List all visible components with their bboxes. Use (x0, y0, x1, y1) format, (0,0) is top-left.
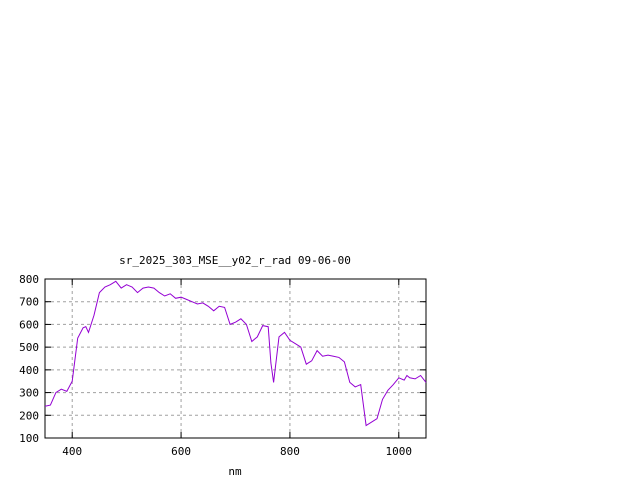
series-line (44, 280, 427, 427)
y-tick-label: 200 (19, 409, 39, 422)
y-tick-label: 400 (19, 364, 39, 377)
y-tick-label: 300 (19, 387, 39, 400)
grid (45, 279, 426, 438)
y-tick-label: 100 (19, 432, 39, 445)
ticks: 100 200 300 400 500 600 700 800 400 600 800 1000 (19, 273, 426, 458)
x-tick-label: 600 (171, 445, 191, 458)
y-tick-label: 800 (19, 273, 39, 286)
y-tick-label: 700 (19, 296, 39, 309)
y-tick-label: 600 (19, 318, 39, 331)
x-axis-label: nm (228, 465, 242, 478)
plot-border (44, 278, 427, 439)
x-tick-label: 1000 (386, 445, 413, 458)
y-tick-label: 500 (19, 341, 39, 354)
chart-title: sr_2025_303_MSE__y02_r_rad 09-06-00 (119, 254, 351, 267)
x-tick-label: 800 (280, 445, 300, 458)
x-tick-label: 400 (62, 445, 82, 458)
